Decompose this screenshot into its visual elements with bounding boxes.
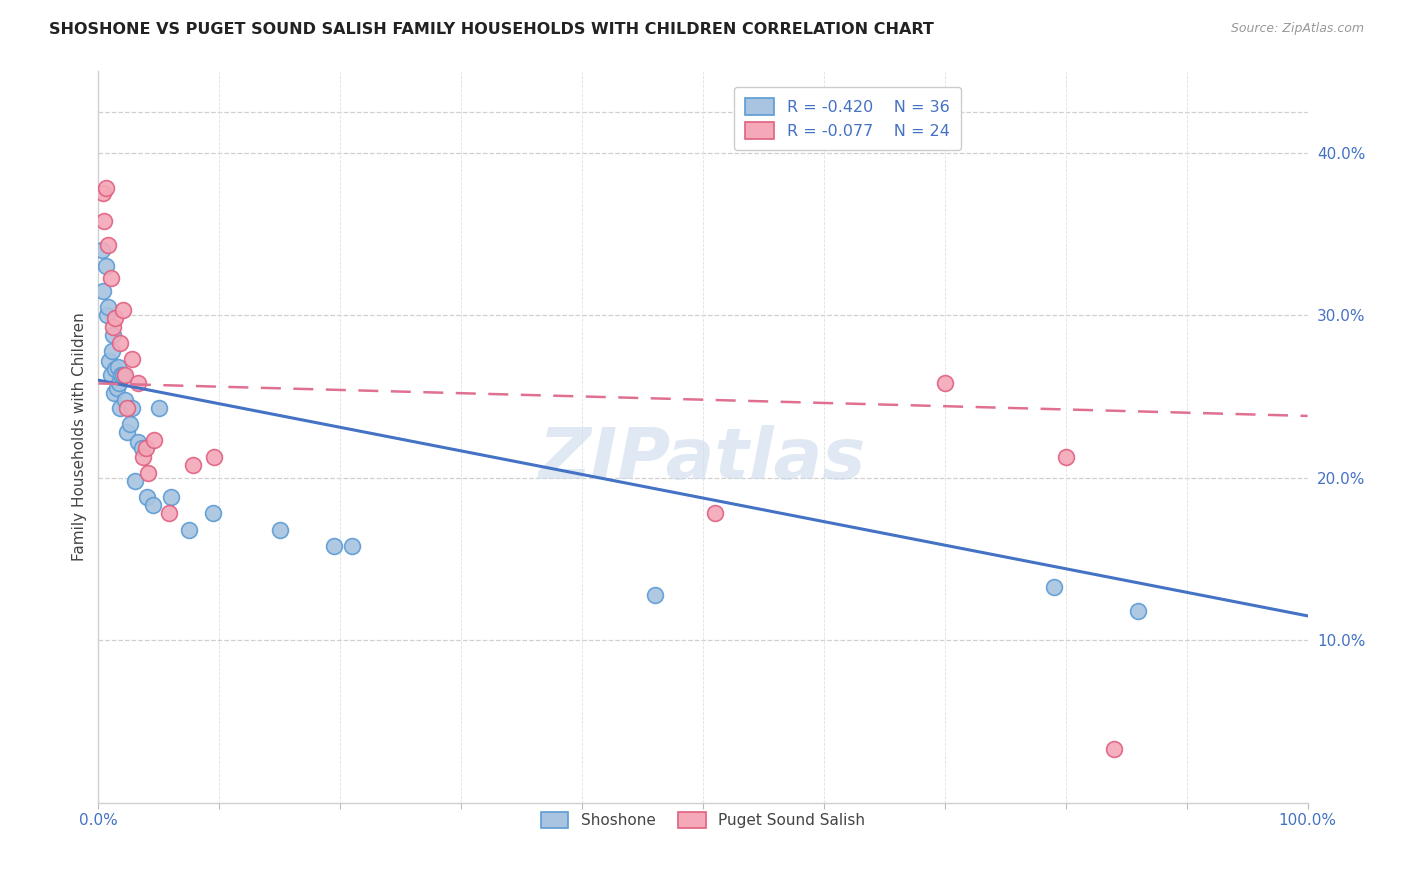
Y-axis label: Family Households with Children: Family Households with Children: [72, 313, 87, 561]
Text: Source: ZipAtlas.com: Source: ZipAtlas.com: [1230, 22, 1364, 36]
Point: [111, 368, 134, 383]
Point: [98, 353, 121, 368]
Point: [93, 214, 115, 228]
Point: [121, 352, 143, 367]
Point: [323, 539, 346, 553]
Point: [143, 434, 166, 448]
Point: [934, 376, 956, 391]
Point: [157, 507, 180, 521]
Point: [1102, 742, 1125, 756]
Point: [644, 588, 666, 602]
Point: [97, 238, 120, 252]
Point: [202, 507, 225, 521]
Point: [127, 434, 149, 449]
Point: [342, 539, 364, 553]
Legend: Shoshone, Puget Sound Salish: Shoshone, Puget Sound Salish: [530, 801, 876, 839]
Point: [91, 186, 114, 201]
Point: [142, 499, 165, 513]
Point: [100, 368, 122, 383]
Point: [704, 507, 727, 521]
Point: [108, 376, 131, 391]
Text: ZIPatlas: ZIPatlas: [540, 425, 866, 493]
Point: [124, 474, 146, 488]
Point: [108, 335, 131, 350]
Point: [91, 243, 114, 257]
Point: [179, 523, 201, 537]
Point: [1054, 450, 1077, 464]
Point: [114, 392, 136, 407]
Point: [91, 284, 114, 298]
Point: [160, 490, 183, 504]
Point: [103, 386, 125, 401]
Point: [114, 368, 136, 383]
Point: [117, 401, 139, 415]
Point: [117, 425, 139, 440]
Point: [118, 417, 141, 431]
Point: [94, 181, 117, 195]
Point: [121, 401, 143, 415]
Point: [107, 360, 129, 375]
Point: [108, 401, 131, 415]
Point: [148, 401, 170, 415]
Point: [181, 458, 204, 472]
Point: [136, 466, 159, 480]
Point: [104, 361, 127, 376]
Point: [204, 450, 226, 464]
Point: [135, 442, 157, 456]
Point: [269, 523, 291, 537]
Point: [94, 260, 117, 274]
Point: [100, 270, 122, 285]
Point: [97, 300, 120, 314]
Point: [111, 303, 134, 318]
Point: [127, 376, 149, 391]
Text: SHOSHONE VS PUGET SOUND SALISH FAMILY HOUSEHOLDS WITH CHILDREN CORRELATION CHART: SHOSHONE VS PUGET SOUND SALISH FAMILY HO…: [49, 22, 934, 37]
Point: [131, 442, 153, 456]
Point: [1128, 604, 1150, 618]
Point: [101, 327, 124, 342]
Point: [105, 381, 128, 395]
Point: [135, 490, 157, 504]
Point: [110, 368, 132, 383]
Point: [104, 311, 127, 326]
Point: [96, 308, 118, 322]
Point: [100, 343, 122, 358]
Point: [101, 319, 124, 334]
Point: [132, 450, 155, 464]
Point: [1042, 580, 1064, 594]
